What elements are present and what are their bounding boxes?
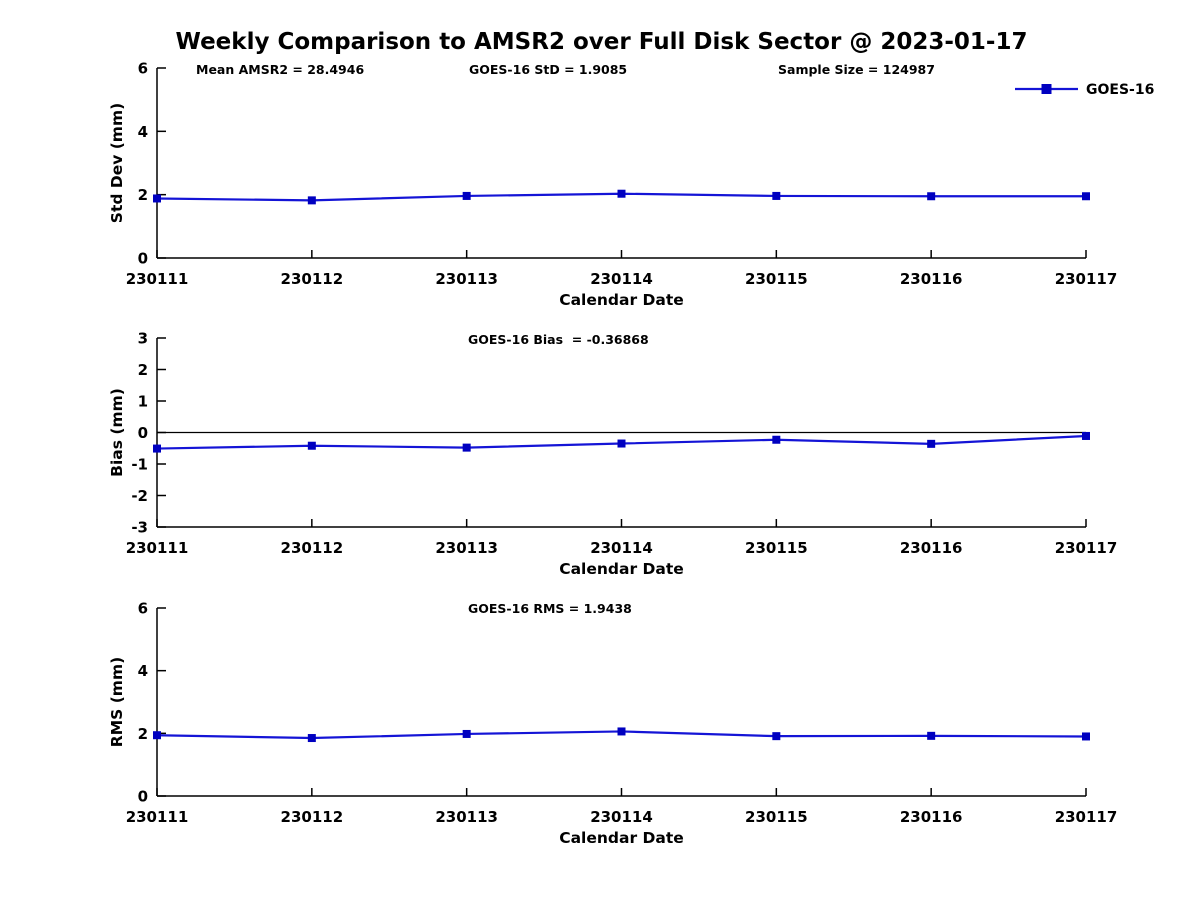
x-tick-label: 230112 [281, 808, 344, 826]
data-marker [617, 727, 626, 736]
figure-title: Weekly Comparison to AMSR2 over Full Dis… [175, 29, 1028, 55]
data-marker [617, 439, 626, 448]
data-marker [927, 731, 936, 740]
x-tick-label: 230111 [126, 270, 189, 288]
x-tick-label: 230117 [1055, 808, 1118, 826]
x-tick-label: 230114 [590, 808, 653, 826]
y-axis-label: Bias (mm) [108, 388, 126, 477]
data-marker [462, 191, 471, 200]
data-marker [462, 729, 471, 738]
data-marker [153, 194, 161, 203]
y-tick-label: 0 [138, 424, 148, 442]
data-marker [927, 192, 936, 201]
x-tick-label: 230117 [1055, 270, 1118, 288]
y-tick-label: 0 [138, 250, 148, 268]
data-marker [772, 732, 781, 741]
subplot-std-dev: 0 2 4 6 230111 230112 230113 230114 230115 230116… [108, 60, 1117, 310]
x-tick-label: 230115 [745, 808, 808, 826]
data-marker [153, 444, 161, 453]
data-marker [307, 441, 316, 450]
x-axis-label: Calendar Date [559, 829, 684, 847]
legend: GOES-16 [1015, 82, 1154, 98]
x-tick-label: 230111 [126, 808, 189, 826]
y-tick-label: 2 [138, 725, 148, 743]
data-marker [1082, 431, 1090, 440]
y-tick-label: -1 [131, 456, 148, 474]
y-tick-label: 3 [138, 330, 148, 348]
x-tick-label: 230111 [126, 539, 189, 557]
y-axis-label: Std Dev (mm) [108, 103, 126, 223]
y-tick-label: 2 [138, 361, 148, 379]
x-tick-label: 230115 [745, 539, 808, 557]
x-tick-label: 230113 [435, 270, 498, 288]
legend-label: GOES-16 [1086, 82, 1154, 98]
annotation-text: GOES-16 StD = 1.9085 [469, 62, 627, 77]
x-tick-label: 230115 [745, 270, 808, 288]
y-tick-label: 6 [138, 60, 148, 78]
data-marker [462, 443, 471, 452]
x-tick-label: 230116 [900, 808, 963, 826]
x-tick-label: 230116 [900, 539, 963, 557]
data-marker [153, 731, 161, 740]
legend-marker [1041, 84, 1052, 94]
x-axis-label: Calendar Date [559, 560, 684, 578]
y-tick-label: 4 [138, 123, 148, 141]
subplot-bias: -3 -2 -1 0 1 2 3 230111 230112 230113 230114 230115… [108, 330, 1117, 579]
y-tick-label: 0 [138, 788, 148, 806]
y-axis-label: RMS (mm) [108, 657, 126, 747]
y-tick-label: 1 [138, 393, 148, 411]
annotation-text: GOES-16 RMS = 1.9438 [468, 601, 632, 616]
annotation-text: Sample Size = 124987 [778, 62, 935, 77]
data-marker [617, 189, 626, 198]
x-tick-label: 230114 [590, 270, 653, 288]
data-marker [927, 439, 936, 448]
data-marker [772, 191, 781, 200]
data-marker [772, 435, 781, 444]
y-tick-label: 2 [138, 186, 148, 204]
y-tick-label: -3 [131, 519, 148, 537]
x-tick-label: 230113 [435, 539, 498, 557]
y-tick-label: 4 [138, 662, 148, 680]
data-marker [307, 734, 316, 743]
x-tick-label: 230113 [435, 808, 498, 826]
x-tick-label: 230117 [1055, 539, 1118, 557]
annotation-text: GOES-16 Bias = -0.36868 [468, 332, 649, 347]
y-tick-label: -2 [131, 487, 148, 505]
x-tick-label: 230116 [900, 270, 963, 288]
data-marker [1082, 732, 1090, 741]
subplot-rms: 0 2 4 6 230111 230112 230113 230114 230115 230116… [108, 600, 1117, 848]
data-marker [307, 196, 316, 205]
x-axis-label: Calendar Date [559, 291, 684, 309]
y-tick-label: 6 [138, 600, 148, 618]
x-tick-label: 230112 [281, 539, 344, 557]
data-marker [1082, 192, 1090, 201]
x-tick-label: 230112 [281, 270, 344, 288]
x-tick-label: 230114 [590, 539, 653, 557]
annotation-text: Mean AMSR2 = 28.4946 [196, 62, 364, 77]
